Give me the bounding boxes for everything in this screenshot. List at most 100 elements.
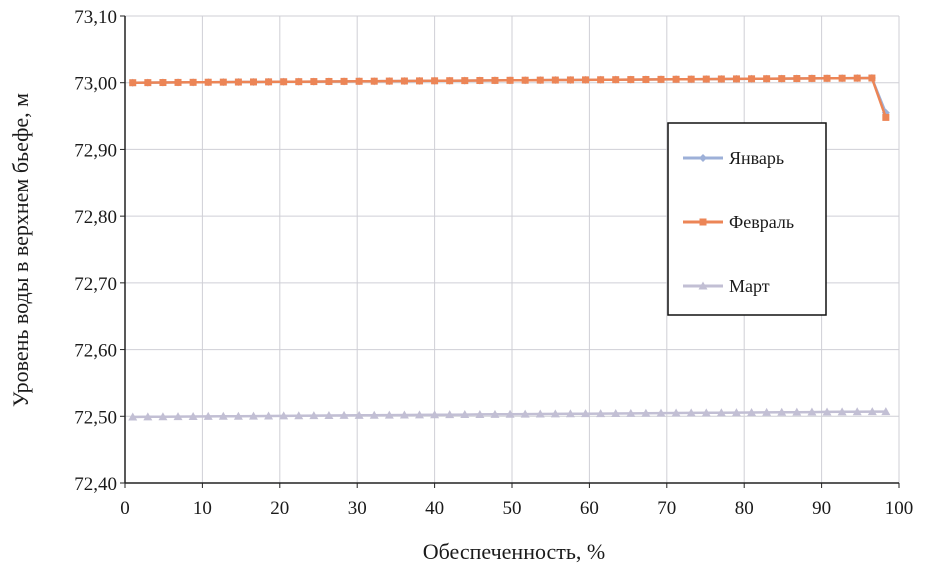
data-point	[445, 410, 455, 419]
x-tick-label: 100	[885, 498, 914, 519]
data-point	[686, 408, 696, 417]
data-point	[566, 76, 574, 84]
data-point	[792, 407, 802, 416]
data-point	[582, 76, 590, 84]
data-point	[491, 76, 499, 84]
data-point	[475, 409, 485, 418]
data-point	[219, 78, 227, 86]
x-tick-label: 90	[812, 498, 831, 519]
data-point	[174, 78, 182, 86]
data-point	[385, 77, 393, 85]
data-point	[279, 411, 289, 420]
data-point	[551, 76, 559, 84]
data-point	[748, 75, 756, 83]
data-point	[173, 412, 183, 421]
data-point	[717, 75, 725, 83]
data-point	[310, 78, 318, 86]
data-point	[581, 409, 591, 418]
data-point	[324, 411, 334, 420]
data-point	[777, 407, 787, 416]
data-point	[520, 409, 530, 418]
data-point	[672, 75, 680, 83]
data-point	[837, 407, 847, 416]
data-point	[280, 78, 288, 86]
data-point	[822, 407, 832, 416]
data-point	[536, 76, 544, 84]
data-point	[852, 407, 862, 416]
y-tick-label: 73,00	[74, 74, 117, 95]
y-tick-label: 73,10	[74, 7, 117, 28]
data-point	[867, 407, 877, 416]
data-point	[716, 408, 726, 417]
data-point	[611, 408, 621, 417]
x-tick-label: 10	[193, 498, 212, 519]
data-point	[597, 76, 605, 84]
series-2	[129, 74, 890, 121]
x-tick-label: 80	[735, 498, 754, 519]
data-point	[476, 77, 484, 85]
data-point	[596, 409, 606, 418]
x-tick-label: 20	[270, 498, 289, 519]
data-point	[415, 410, 425, 419]
data-point	[129, 79, 137, 87]
data-point	[656, 408, 666, 417]
data-point	[248, 411, 258, 420]
data-point	[793, 75, 801, 83]
x-tick-label: 50	[503, 498, 522, 519]
x-tick-label: 0	[120, 498, 130, 519]
data-point	[747, 407, 757, 416]
data-point	[612, 76, 620, 84]
data-point	[505, 409, 515, 418]
y-tick-label: 72,50	[74, 407, 117, 428]
data-point	[881, 407, 891, 416]
legend: Январь Февраль Март	[667, 122, 827, 316]
data-point	[416, 77, 424, 85]
data-point	[838, 74, 846, 82]
data-point	[460, 410, 470, 419]
data-point	[128, 412, 138, 421]
data-point	[295, 78, 303, 86]
legend-marker	[699, 154, 707, 162]
data-point	[701, 408, 711, 417]
data-point	[144, 79, 152, 87]
legend-box	[667, 122, 827, 316]
data-point	[731, 408, 741, 417]
data-point	[550, 409, 560, 418]
data-point	[808, 74, 816, 82]
data-point	[249, 78, 257, 86]
axes	[120, 15, 900, 488]
data-point	[763, 75, 771, 83]
legend-label: Февраль	[729, 212, 794, 232]
data-point	[868, 74, 876, 82]
x-tick-label: 40	[425, 498, 444, 519]
data-point	[627, 76, 635, 84]
data-point	[853, 74, 861, 82]
data-point	[143, 412, 153, 421]
x-tick-label: 60	[580, 498, 599, 519]
y-tick-label: 72,60	[74, 341, 117, 362]
data-point	[204, 78, 212, 86]
data-point	[641, 408, 651, 417]
legend-marker	[698, 281, 708, 290]
series-3	[128, 407, 891, 421]
series-layer	[128, 74, 891, 421]
y-tick-label: 72,70	[74, 274, 117, 295]
legend-label: Январь	[729, 148, 784, 168]
data-point	[203, 411, 213, 420]
series-line	[132, 76, 887, 118]
data-point	[340, 77, 348, 85]
data-point	[823, 74, 831, 82]
data-point	[671, 408, 681, 417]
data-point	[399, 410, 409, 419]
data-point	[354, 410, 364, 419]
data-point	[339, 410, 349, 419]
data-point	[188, 412, 198, 421]
data-point	[642, 75, 650, 83]
data-point	[565, 409, 575, 418]
data-point	[158, 412, 168, 421]
data-point	[882, 113, 890, 121]
legend-label: Март	[729, 276, 770, 296]
data-point	[762, 407, 772, 416]
x-axis-title: Обеспеченность, %	[423, 539, 606, 564]
